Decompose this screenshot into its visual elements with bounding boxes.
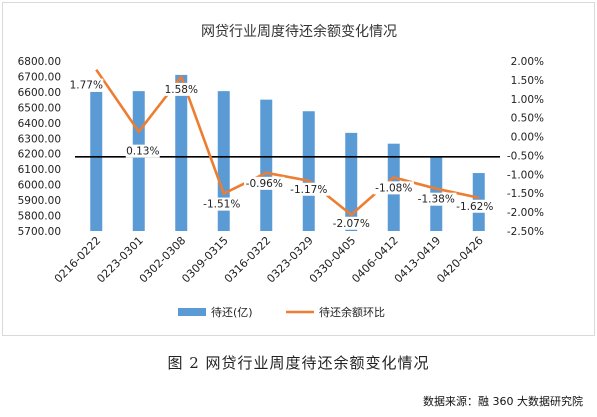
left-axis-tick-label: 6000.00 [18,180,61,192]
bar-0323-0329 [302,111,315,231]
right-axis-tick-label: -1.50% [507,188,544,200]
bar-0309-0315 [217,91,230,232]
series-line-待还余额环比 [95,68,480,217]
category-label: 0420-0426 [434,234,486,286]
chart: 网贷行业周度待还余额变化情况 5700.00 5800.00 5900.00 6000.… [18,23,544,319]
data-label-bg [164,82,199,96]
legend-bar-swatch [178,308,206,316]
data-label-bg [69,78,104,92]
bar-0316-0322 [260,99,273,232]
left-axis-tick-label: 6500.00 [18,102,61,114]
data-label-bg [201,197,242,211]
data-label: 1.77% [70,80,103,92]
legend-line-label: 待还余额环比 [319,305,385,319]
figure-caption: 图 2 网贷行业周度待还余额变化情况 [167,354,430,372]
left-axis-tick-label: 6600.00 [18,87,61,99]
left-axis-tick-label: 6100.00 [18,164,61,176]
data-label-bg [125,144,160,158]
chart-frame: 网贷行业周度待还余额变化情况 5700.00 5800.00 5900.00 6000.… [2,2,595,336]
bar-0302-0308 [175,74,188,231]
bar-0216-0222 [90,91,103,231]
left-axis-tick-label: 6200.00 [18,149,61,161]
left-axis-tick-label: 6300.00 [18,133,61,145]
data-label: -1.08% [375,182,412,194]
right-axis-tick-label: -2.50% [507,226,544,238]
right-axis-tick-label: 0.50% [511,113,544,125]
data-label: 1.58% [165,84,198,96]
left-axis-tick-label: 5700.00 [18,226,61,238]
left-axis-tick-label: 6400.00 [18,118,61,130]
right-axis-tick-label: -0.50% [507,150,544,162]
left-axis-tick-label: 5900.00 [18,195,61,207]
right-axis-tick-label: 1.00% [511,94,544,106]
data-source: 数据来源：融 360 大数据研究院 [423,395,583,408]
bar-0223-0301 [132,91,145,232]
data-label: -2.07% [333,218,370,230]
data-label: -1.17% [290,184,327,196]
data-label: -1.38% [418,194,455,206]
data-label: -0.96% [246,178,283,190]
left-axis-tick-label: 6700.00 [18,71,61,83]
right-axis-tick-label: -1.00% [507,169,544,181]
data-label: 0.13% [126,146,159,158]
right-axis-tick-label: -2.00% [507,207,544,219]
chart-title: 网贷行业周度待还余额变化情况 [201,23,397,40]
left-axis-tick-label: 5800.00 [18,211,61,223]
data-label-bg [454,199,495,213]
data-label-bg [244,176,285,190]
data-label-bg [373,181,414,195]
data-label: -1.62% [456,201,493,213]
data-label-bg [331,216,372,230]
data-label: -1.51% [203,199,240,211]
bar-0330-0405 [345,132,358,231]
left-axis-tick-label: 6800.00 [18,56,61,68]
data-label-bg [416,192,457,206]
data-label-bg [288,182,329,196]
legend-bar-label: 待还(亿) [211,305,253,319]
right-axis-tick-label: 0.00% [511,132,544,144]
right-axis-tick-label: 2.00% [511,56,544,68]
right-axis-tick-label: 1.50% [511,75,544,87]
